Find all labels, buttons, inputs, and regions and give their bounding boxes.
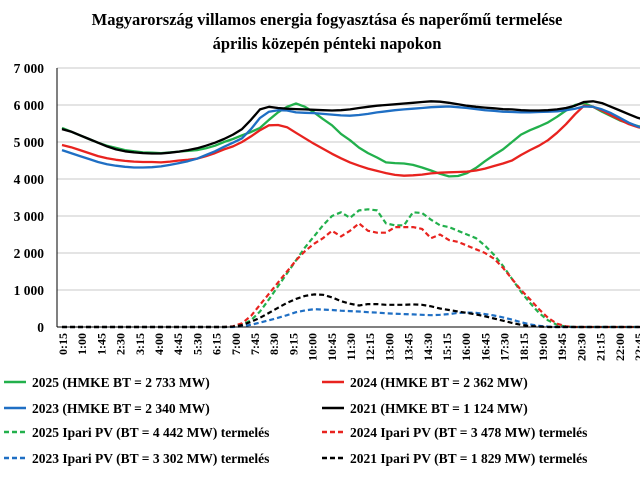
y-axis-tick-labels: 0 1 000 2 000 3 000 4 000 5 000 6 000 7 000: [14, 61, 45, 335]
legend-label: 2021 Ipari PV (BT = 1 829 MW) termelés: [350, 451, 587, 466]
legend: 2025 (HMKE BT = 2 733 MW) 2024 (HMKE BT =…: [4, 375, 587, 466]
x-tick-label: 21:15: [594, 333, 608, 361]
x-tick-label: 7:00: [229, 333, 243, 355]
legend-label: 2023 (HMKE BT = 2 340 MW): [32, 401, 210, 416]
y-tick-label: 6 000: [14, 98, 45, 113]
x-tick-label: 0:15: [56, 333, 70, 355]
x-tick-label: 10:45: [325, 333, 339, 361]
x-axis-tick-labels: 0:15 1:00 1:45 2:30 3:15 4:00 4:45 5:30 6:15 7:00…: [56, 333, 640, 361]
x-tick-label: 1:45: [94, 333, 108, 355]
series-line: [61, 100, 640, 155]
y-tick-label: 1 000: [14, 283, 45, 298]
y-tick-label: 5 000: [14, 135, 45, 150]
x-tick-label: 5:30: [190, 333, 204, 355]
x-tick-label: 10:00: [306, 333, 320, 361]
legend-label: 2024 (HMKE BT = 2 362 MW): [350, 375, 528, 390]
gridlines: [57, 67, 640, 291]
chart-title-line-2: április közepén pénteki napokon: [213, 34, 442, 53]
x-tick-label: 16:45: [478, 333, 492, 361]
y-tick-label: 0: [37, 320, 44, 335]
x-tick-label: 14:30: [421, 333, 435, 361]
x-tick-label: 19:45: [555, 333, 569, 361]
series-line: [62, 208, 640, 329]
series-lines: [61, 100, 640, 329]
series-line: [61, 105, 640, 169]
x-tick-label: 22:00: [613, 333, 627, 361]
legend-label: 2024 Ipari PV (BT = 3 478 MW) termelés: [350, 425, 587, 440]
x-tick-label: 6:15: [210, 333, 224, 355]
x-tick-label: 12:15: [363, 333, 377, 361]
x-tick-label: 4:45: [171, 333, 185, 355]
legend-label: 2021 (HMKE BT = 1 124 MW): [350, 401, 528, 416]
x-tick-label: 18:15: [517, 333, 531, 361]
chart-title-line-1: Magyarország villamos energia fogyasztás…: [92, 10, 563, 29]
x-tick-label: 13:00: [382, 333, 396, 361]
x-tick-label: 13:45: [402, 333, 416, 361]
legend-label: 2023 Ipari PV (BT = 3 302 MW) termelés: [32, 451, 269, 466]
x-tick-label: 15:15: [440, 333, 454, 361]
legend-label: 2025 Ipari PV (BT = 4 442 MW) termelés: [32, 425, 269, 440]
y-tick-label: 7 000: [14, 61, 45, 76]
series-line: [61, 101, 640, 178]
x-tick-label: 22:45: [632, 333, 640, 361]
x-tick-label: 3:15: [133, 333, 147, 355]
x-tick-label: 9:15: [286, 333, 300, 355]
x-tick-label: 16:00: [459, 333, 473, 361]
legend-label: 2025 (HMKE BT = 2 733 MW): [32, 375, 210, 390]
x-tick-label: 4:00: [152, 333, 166, 355]
x-tick-label: 7:45: [248, 333, 262, 355]
x-tick-label: 8:30: [267, 333, 281, 355]
x-tick-label: 20:30: [574, 333, 588, 361]
y-tick-label: 4 000: [14, 172, 45, 187]
x-tick-label: 17:30: [498, 333, 512, 361]
x-tick-label: 1:00: [75, 333, 89, 355]
y-tick-label: 3 000: [14, 209, 45, 224]
x-tick-label: 19:00: [536, 333, 550, 361]
series-line: [61, 104, 640, 177]
series-line: [62, 308, 640, 329]
x-tick-label: 2:30: [114, 333, 128, 355]
y-tick-label: 2 000: [14, 246, 45, 261]
x-tick-label: 11:30: [344, 333, 358, 360]
